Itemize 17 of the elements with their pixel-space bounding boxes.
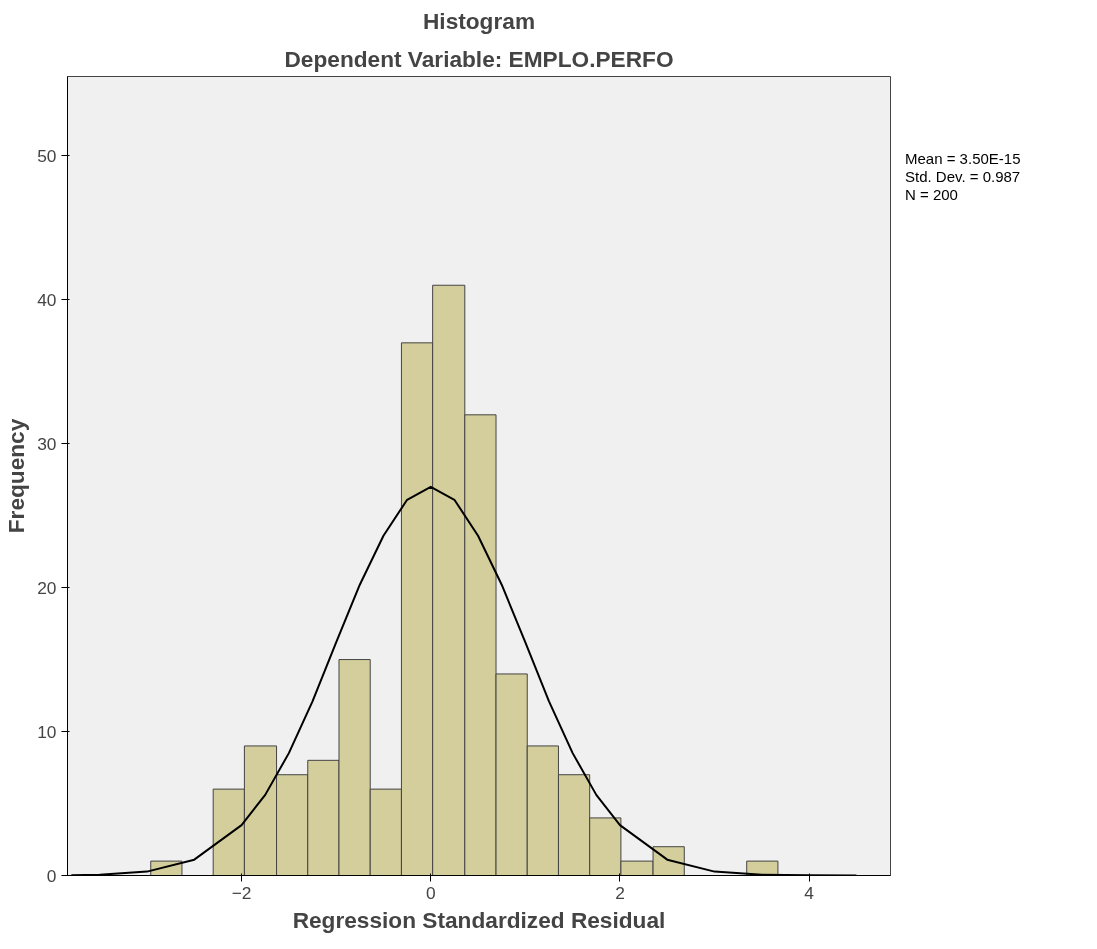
y-tick-label: 10: [37, 721, 57, 742]
x-tick-label: −2: [231, 882, 252, 903]
x-tick-label: 4: [804, 882, 815, 903]
y-tick-label: 20: [37, 577, 57, 598]
x-tick-label: 0: [425, 882, 436, 903]
y-axis-title: Frequency: [3, 418, 30, 534]
y-tick-label: 30: [37, 433, 57, 454]
text: Std. Dev. = 0.987: [905, 168, 1021, 185]
text: Mean = 3.50E-15: [905, 150, 1021, 167]
chart-subtitle: Dependent Variable: EMPLO.PERFO: [284, 45, 674, 72]
x-tick-label: 2: [615, 882, 625, 903]
y-tick-label: 0: [46, 865, 57, 886]
chart-title: Histogram: [422, 7, 536, 34]
text: N = 200: [905, 186, 958, 203]
y-tick-label: 50: [37, 145, 57, 166]
y-tick-label: 40: [37, 289, 57, 310]
x-axis-title: Regression Standardized Residual: [292, 906, 666, 933]
